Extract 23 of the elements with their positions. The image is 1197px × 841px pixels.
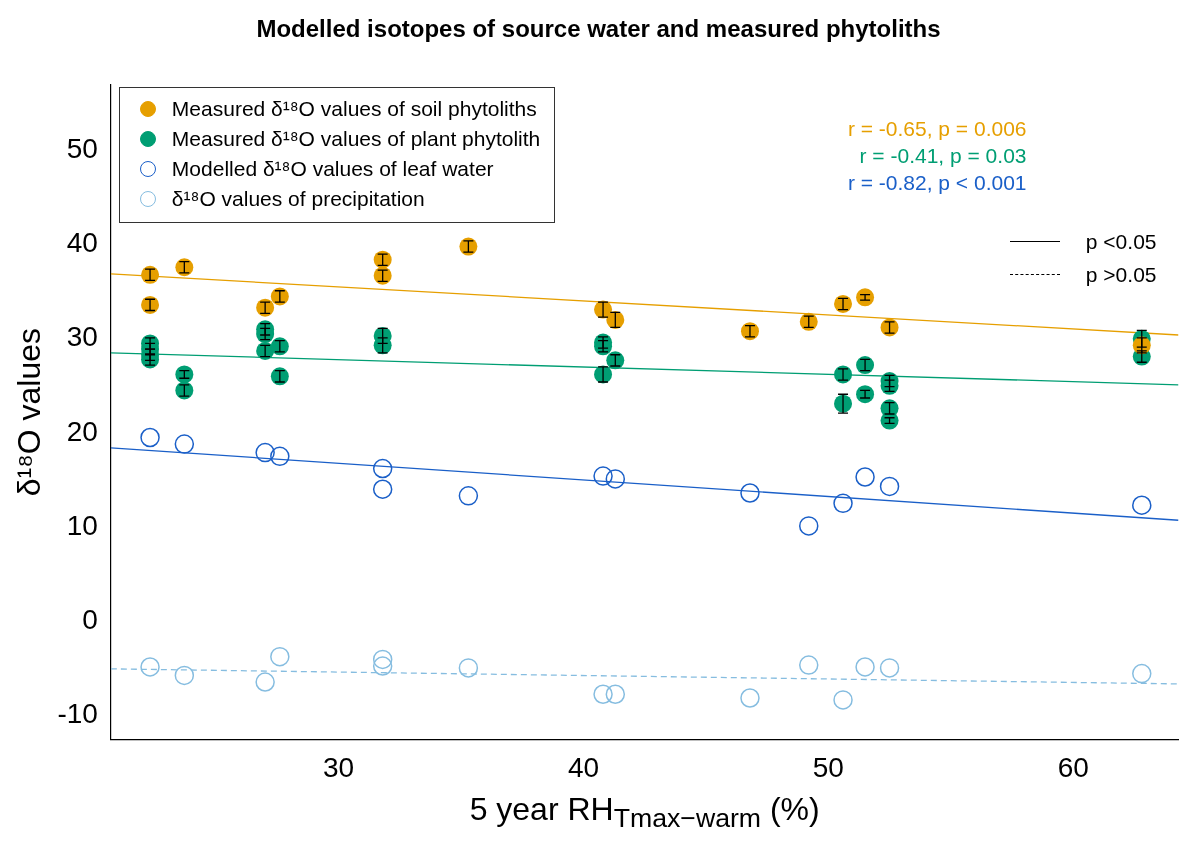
annotation: r = -0.65, p = 0.006	[847, 115, 1027, 142]
y-tick-label: 0	[82, 603, 98, 635]
x-tick-label: 50	[812, 751, 844, 783]
x-tick-label: 40	[567, 751, 600, 783]
x-axis-title: 5 year RH$_{Tmax−warm}$ (%)	[468, 791, 821, 835]
legend-label: Measured δ¹⁸O values of plant phytolith	[171, 125, 541, 152]
annotation: p >0.05	[1085, 261, 1157, 288]
y-tick-label: -10	[57, 697, 98, 729]
annotation: p <0.05	[1085, 228, 1157, 255]
y-tick-label: 10	[66, 509, 98, 541]
y-tick-label: 20	[66, 415, 98, 447]
y-tick-label: 40	[66, 227, 98, 259]
legend-label: Measured δ¹⁸O values of soil phytoliths	[171, 95, 537, 122]
legend-label: Modelled δ¹⁸O values of leaf water	[171, 155, 494, 182]
y-tick-label: 50	[66, 133, 98, 165]
annotation: r = -0.82, p < 0.001	[847, 169, 1027, 196]
x-tick-label: 60	[1057, 751, 1089, 783]
legend-label: δ¹⁸O values of precipitation	[171, 185, 425, 212]
y-tick-label: 30	[66, 321, 98, 353]
y-axis-title: δ¹⁸O values	[11, 327, 48, 497]
annotation: r = -0.41, p = 0.03	[858, 142, 1027, 169]
x-tick-label: 30	[323, 751, 355, 783]
chart-title: Modelled isotopes of source water and measured phytoliths	[256, 15, 941, 43]
